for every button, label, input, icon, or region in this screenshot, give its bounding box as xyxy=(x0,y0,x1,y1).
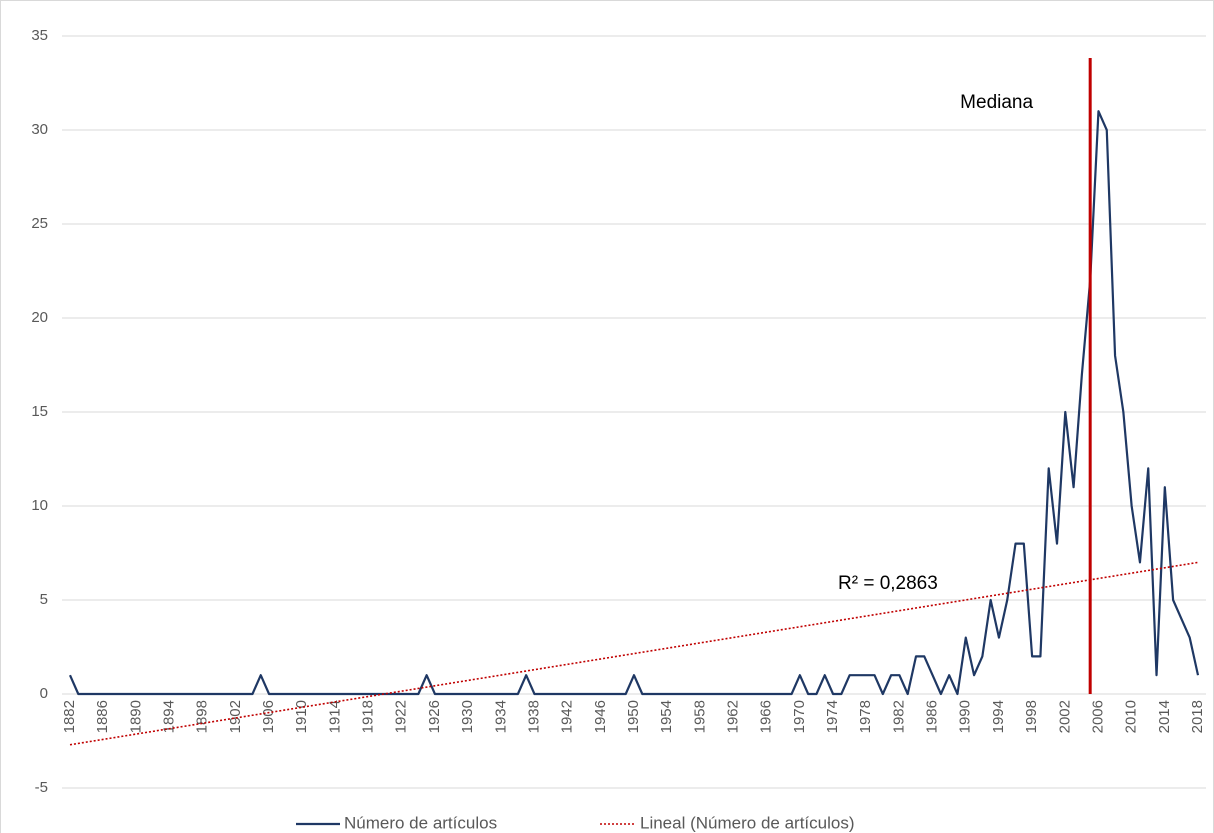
x-tick-label: 1974 xyxy=(824,700,841,733)
median-label: Mediana xyxy=(960,92,1033,113)
x-tick-label: 1954 xyxy=(658,700,675,733)
x-tick-label: 2010 xyxy=(1123,700,1140,733)
data-line xyxy=(68,110,1200,696)
x-tick-label: 1966 xyxy=(758,700,775,733)
trend-annotation: R² = 0,2863 xyxy=(838,573,938,594)
x-tick-label: 1890 xyxy=(127,700,144,733)
x-tick-label: 2002 xyxy=(1056,700,1073,733)
x-tick-label: 1946 xyxy=(592,700,609,733)
x-tick-label: 1994 xyxy=(990,700,1007,733)
y-tick-label: 20 xyxy=(31,309,48,326)
x-tick-label: 2014 xyxy=(1156,700,1173,733)
x-tick-label: 1970 xyxy=(791,700,808,733)
x-tick-label: 1942 xyxy=(559,700,576,733)
x-tick-label: 1998 xyxy=(1023,700,1040,733)
x-tick-label: 1978 xyxy=(857,700,874,733)
y-tick-label: 10 xyxy=(31,497,48,514)
x-tick-label: 1986 xyxy=(924,700,941,733)
y-tick-label: 35 xyxy=(31,27,48,44)
y-tick-label: 30 xyxy=(31,121,48,138)
x-tick-label: 1918 xyxy=(360,700,377,733)
x-tick-label: 1938 xyxy=(525,700,542,733)
x-tick-label: 1898 xyxy=(194,700,211,733)
y-tick-label: 0 xyxy=(40,685,48,702)
x-tick-label: 1930 xyxy=(459,700,476,733)
y-tick-label: 25 xyxy=(31,215,48,232)
x-tick-label: 1990 xyxy=(957,700,974,733)
y-tick-label: -5 xyxy=(35,779,48,796)
x-tick-label: 1902 xyxy=(227,700,244,733)
x-tick-label: 1922 xyxy=(393,700,410,733)
legend-label: Lineal (Número de artículos) xyxy=(640,813,854,832)
x-tick-label: 2018 xyxy=(1189,700,1206,733)
x-tick-label: 1906 xyxy=(260,700,277,733)
y-tick-label: 5 xyxy=(40,591,48,608)
x-tick-label: 1926 xyxy=(426,700,443,733)
x-tick-label: 1910 xyxy=(293,700,310,733)
x-tick-label: 1958 xyxy=(691,700,708,733)
x-tick-label: 1950 xyxy=(625,700,642,733)
x-tick-label: 1886 xyxy=(94,700,111,733)
trend-line xyxy=(69,561,1199,746)
x-tick-label: 1934 xyxy=(492,700,509,733)
y-tick-label: 15 xyxy=(31,403,48,420)
x-tick-label: 1982 xyxy=(890,700,907,733)
x-tick-label: 1882 xyxy=(61,700,78,733)
x-tick-label: 2006 xyxy=(1089,700,1106,733)
x-tick-label: 1962 xyxy=(724,700,741,733)
x-tick-label: 1894 xyxy=(160,700,177,733)
legend-label: Número de artículos xyxy=(344,813,497,832)
x-tick-label: 1914 xyxy=(326,700,343,733)
